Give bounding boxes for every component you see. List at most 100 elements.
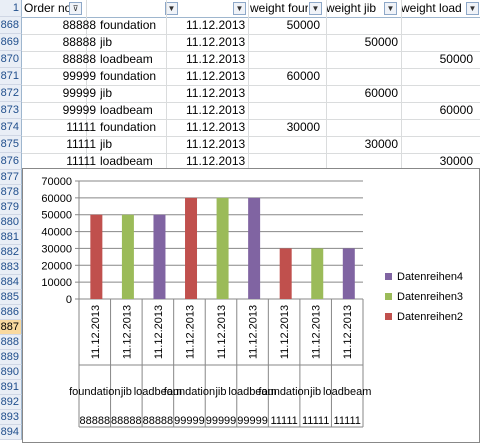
row-header[interactable]: 892 (0, 395, 22, 410)
row-header[interactable]: 885 (0, 290, 22, 305)
weight-foundation-cell[interactable] (250, 136, 320, 153)
row-header[interactable]: 893 (0, 410, 22, 425)
part-cell[interactable]: foundation (100, 69, 157, 83)
weight-jib-cell[interactable] (326, 102, 398, 119)
date-cell[interactable]: 11.12.2013 (186, 86, 246, 100)
row-header[interactable]: 888 (0, 335, 22, 350)
order-no-cell[interactable]: 99999 (62, 69, 96, 83)
order-no-cell[interactable]: 11111 (66, 154, 96, 168)
row-header[interactable]: 871 (0, 68, 22, 85)
date-cell[interactable]: 11.12.2013 (186, 103, 246, 117)
row-header[interactable]: 880 (0, 215, 22, 230)
x-tick-label-part: jib (309, 386, 321, 398)
filter-dropdown-icon[interactable]: ▼ (165, 2, 178, 15)
row-header[interactable]: 874 (0, 119, 22, 136)
weight-foundation-cell[interactable]: 30000 (286, 120, 320, 134)
order-no-cell[interactable]: 99999 (62, 103, 96, 117)
row-header[interactable]: 878 (0, 185, 22, 200)
weight-loadbeam-cell[interactable] (401, 17, 473, 34)
date-cell[interactable]: 11.12.2013 (186, 120, 246, 134)
row-header[interactable]: 869 (0, 34, 22, 51)
x-tick-label-order: 11111 (334, 415, 361, 427)
order-no-cell[interactable]: 88888 (62, 52, 96, 66)
part-cell[interactable]: jib (100, 137, 113, 151)
part-cell[interactable]: foundation (100, 18, 157, 32)
date-cell[interactable]: 11.12.2013 (186, 69, 246, 83)
row-header[interactable]: 875 (0, 136, 22, 153)
embedded-chart[interactable]: 0 10000 20000 30000 40000 50000 60000 70000 11.1… (22, 168, 480, 443)
gridline (248, 0, 249, 168)
weight-foundation-cell[interactable] (250, 51, 320, 68)
bar (311, 248, 324, 299)
part-cell[interactable]: loadbeam (100, 52, 153, 66)
row-header[interactable]: 881 (0, 230, 22, 245)
weight-loadbeam-cell[interactable]: 30000 (439, 154, 473, 168)
date-cell[interactable]: 11.12.2013 (186, 52, 246, 66)
row-header[interactable]: 877 (0, 170, 22, 185)
part-cell[interactable]: loadbeam (100, 103, 153, 117)
row-header[interactable]: 891 (0, 380, 22, 395)
weight-jib-cell[interactable] (326, 51, 398, 68)
part-cell[interactable]: jib (100, 86, 113, 100)
row-header-1[interactable]: 1 (0, 0, 22, 17)
part-cell[interactable]: jib (100, 35, 113, 49)
x-tick-label-part: loadbeam (228, 386, 276, 398)
weight-loadbeam-cell[interactable]: 60000 (439, 103, 473, 117)
date-cell[interactable]: 11.12.2013 (186, 137, 246, 151)
date-cell[interactable]: 11.12.2013 (186, 18, 246, 32)
row-header[interactable]: 876 (0, 153, 22, 170)
weight-foundation-cell[interactable] (250, 85, 320, 102)
weight-foundation-cell[interactable]: 50000 (286, 18, 320, 32)
y-tick-label: 40000 (41, 227, 72, 239)
date-cell[interactable]: 11.12.2013 (186, 154, 246, 168)
filter-dropdown-icon[interactable]: ▼ (466, 2, 479, 15)
row-header[interactable]: 870 (0, 51, 22, 68)
gridline (22, 153, 480, 154)
weight-jib-cell[interactable] (326, 68, 398, 85)
row-header[interactable]: 884 (0, 275, 22, 290)
weight-jib-cell[interactable] (326, 119, 398, 136)
legend-label: Datenreihen3 (397, 291, 463, 303)
x-tick-label-date: 11.12.2013 (184, 305, 196, 359)
row-header[interactable]: 873 (0, 102, 22, 119)
order-no-cell[interactable]: 88888 (62, 18, 96, 32)
filter-dropdown-icon[interactable]: ▼ (309, 2, 322, 15)
row-header[interactable]: 879 (0, 200, 22, 215)
weight-foundation-cell[interactable]: 60000 (286, 69, 320, 83)
weight-loadbeam-cell[interactable] (401, 68, 473, 85)
part-cell[interactable]: loadbeam (100, 154, 153, 168)
row-header[interactable]: 883 (0, 260, 22, 275)
weight-jib-cell[interactable]: 50000 (364, 35, 398, 49)
row-header[interactable]: 894 (0, 425, 22, 440)
gridline (22, 136, 480, 137)
weight-loadbeam-cell[interactable] (401, 136, 473, 153)
filter-active-icon[interactable]: ⊽ (69, 2, 82, 15)
x-tick-label-date: 11.12.2013 (121, 305, 133, 359)
filter-dropdown-icon[interactable]: ▼ (384, 2, 397, 15)
weight-foundation-cell[interactable] (250, 34, 320, 51)
order-no-cell[interactable]: 88888 (62, 35, 96, 49)
row-header[interactable]: 889 (0, 350, 22, 365)
row-header[interactable]: 887 (0, 320, 22, 335)
order-no-cell[interactable]: 99999 (62, 86, 96, 100)
weight-loadbeam-cell[interactable]: 50000 (439, 52, 473, 66)
row-header[interactable]: 890 (0, 365, 22, 380)
date-cell[interactable]: 11.12.2013 (186, 35, 246, 49)
weight-jib-cell[interactable]: 30000 (364, 137, 398, 151)
weight-loadbeam-cell[interactable] (401, 34, 473, 51)
weight-jib-cell[interactable] (326, 17, 398, 34)
weight-jib-cell[interactable]: 60000 (364, 86, 398, 100)
bar-chart: 0 10000 20000 30000 40000 50000 60000 70000 11.1… (41, 176, 463, 428)
filter-dropdown-icon[interactable]: ▼ (233, 2, 246, 15)
row-header[interactable]: 872 (0, 85, 22, 102)
bar (121, 214, 134, 299)
order-no-cell[interactable]: 11111 (66, 120, 96, 134)
part-cell[interactable]: foundation (100, 120, 157, 134)
weight-loadbeam-cell[interactable] (401, 119, 473, 136)
row-header[interactable]: 886 (0, 305, 22, 320)
weight-loadbeam-cell[interactable] (401, 85, 473, 102)
weight-foundation-cell[interactable] (250, 102, 320, 119)
row-header[interactable]: 882 (0, 245, 22, 260)
row-header[interactable]: 868 (0, 17, 22, 34)
order-no-cell[interactable]: 11111 (66, 137, 96, 151)
